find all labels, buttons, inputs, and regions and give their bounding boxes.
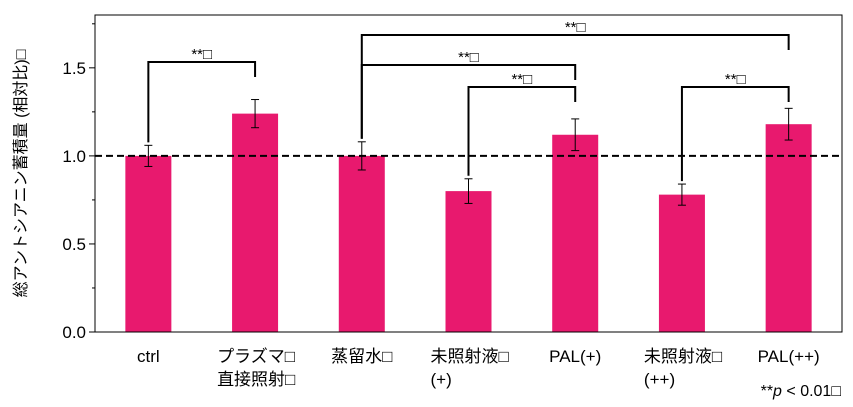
significance-label: **□ [191,46,212,63]
x-category-label: 未照射液□ [431,347,509,366]
y-axis: 0.0 0.5 1.0 1.5 [62,23,95,342]
bar [552,134,599,332]
x-category-label: プラズマ□ [217,347,295,366]
bar [765,124,812,332]
bar [338,155,385,332]
significance-label: **□ [458,49,479,66]
y-tick-label: 1.0 [62,147,86,166]
significance-bracket [467,86,577,176]
significance-brackets: **□ **□ **□ **□ **□ [147,19,790,182]
significance-bracket [147,61,257,143]
bar [658,194,705,332]
y-tick-label: 0.0 [62,323,86,342]
y-tick-label: 1.5 [62,59,86,78]
significance-label: **□ [725,71,746,88]
y-tick-label: 0.5 [62,235,86,254]
p-value-footnote: **p < 0.01□ [761,383,842,400]
bar [125,155,172,332]
x-category-label: 未照射液□ [644,347,722,366]
x-category-label: (++) [644,370,675,389]
x-axis-labels: ctrl プラズマ□ 直接照射□ 蒸留水□ 未照射液□ (+) PAL(+) 未照射液□ (++… [137,347,820,389]
significance-label: **□ [511,71,532,88]
bar [232,113,279,332]
x-category-label: PAL(+) [549,347,601,366]
y-axis-title: 総アントシアニン蓄積量 (相対比)□ [12,49,30,297]
bars [125,113,812,332]
y-axis-title-text: 総アントシアニン蓄積量 (相対比)□ [12,49,30,297]
error-bars [144,99,793,206]
x-category-label: PAL(++) [758,347,820,366]
significance-bracket [680,86,790,182]
significance-label: **□ [565,19,586,36]
bar [445,191,492,332]
plot-frame [94,14,843,333]
x-category-label: ctrl [137,347,160,366]
x-category-label: (+) [431,370,452,389]
x-category-label: 蒸留水□ [331,347,392,366]
x-category-label: 直接照射□ [217,370,295,389]
significance-bracket [360,34,790,139]
